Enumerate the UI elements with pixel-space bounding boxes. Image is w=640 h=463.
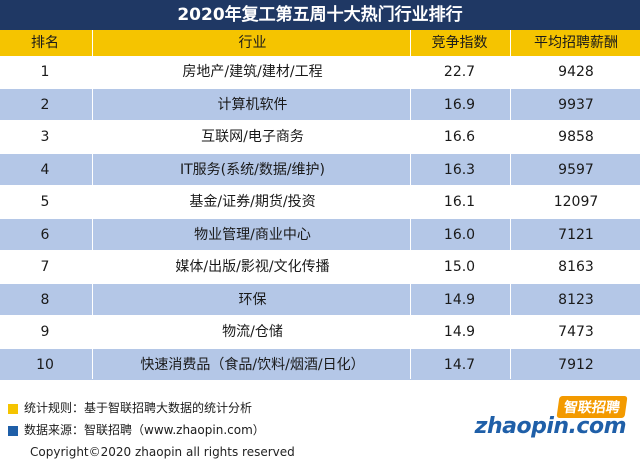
legend-data-source: 数据来源：智联招聘（www.zhaopin.com） <box>8 422 265 438</box>
column-divider <box>410 30 411 379</box>
cell-rank: 1 <box>40 64 50 80</box>
cell-rank: 9 <box>40 324 50 340</box>
table-row: 4 IT服务(系统/数据/维护) 16.3 9597 <box>0 153 640 186</box>
table-header: 排名 行业 竞争指数 平均招聘薪酬 <box>0 30 640 56</box>
cell-competition: 14.7 <box>443 356 476 373</box>
cell-competition: 15.0 <box>443 259 476 275</box>
cell-industry: 互联网/电子商务 <box>201 129 304 145</box>
zhaopin-logo: 智联招聘 zhaopin.com <box>474 396 628 446</box>
header-industry: 行业 <box>238 35 267 51</box>
table-row: 10 快速消费品（食品/饮料/烟酒/日化） 14.7 7912 <box>0 348 640 381</box>
cell-competition: 14.9 <box>443 324 476 340</box>
logo-en-text: zhaopin.com <box>474 414 627 439</box>
table-title: 2020年复工第五周十大热门行业排行 <box>0 0 640 30</box>
cell-industry: 基金/证券/期货/投资 <box>189 194 316 210</box>
table-row: 2 计算机软件 16.9 9937 <box>0 88 640 121</box>
cell-competition: 16.0 <box>443 226 476 243</box>
table-row: 1 房地产/建筑/建材/工程 22.7 9428 <box>0 56 640 89</box>
cell-industry: 物业管理/商业中心 <box>194 226 311 243</box>
table-row: 3 互联网/电子商务 16.6 9858 <box>0 121 640 154</box>
cell-industry: 环保 <box>238 291 267 308</box>
header-rank: 排名 <box>31 35 59 51</box>
cell-competition: 22.7 <box>443 64 476 80</box>
footer: 统计规则：基于智联招聘大数据的统计分析 数据来源：智联招聘（www.zhaopi… <box>0 390 640 463</box>
yellow-square-icon <box>8 403 18 414</box>
cell-competition: 14.9 <box>443 291 476 308</box>
cell-competition: 16.6 <box>443 129 476 145</box>
cell-rank: 6 <box>40 226 50 243</box>
copyright: Copyright©2020 zhaopin all rights reserv… <box>30 445 295 459</box>
cell-salary: 9937 <box>558 96 594 113</box>
cell-rank: 4 <box>40 161 50 178</box>
cell-industry: IT服务(系统/数据/维护) <box>179 161 326 178</box>
cell-rank: 8 <box>40 291 50 308</box>
cell-rank: 7 <box>40 259 50 275</box>
cell-salary: 8123 <box>558 291 594 308</box>
cell-rank: 2 <box>40 96 50 113</box>
cell-industry: 计算机软件 <box>217 96 288 113</box>
cell-salary: 9858 <box>558 129 594 145</box>
legend-stats-rule: 统计规则：基于智联招聘大数据的统计分析 <box>8 400 252 416</box>
column-divider <box>510 30 511 379</box>
cell-industry: 媒体/出版/影视/文化传播 <box>175 259 330 275</box>
header-competition: 竞争指数 <box>431 35 488 51</box>
data-source-text: 数据来源：智联招聘（www.zhaopin.com） <box>24 423 265 437</box>
cell-competition: 16.3 <box>443 161 476 178</box>
column-divider <box>92 30 93 379</box>
cell-industry: 物流/仓储 <box>222 324 283 340</box>
cell-salary: 9428 <box>558 64 594 80</box>
table-row: 7 媒体/出版/影视/文化传播 15.0 8163 <box>0 251 640 284</box>
cell-rank: 10 <box>36 356 54 373</box>
cell-industry: 房地产/建筑/建材/工程 <box>182 64 323 80</box>
cell-rank: 5 <box>40 194 50 210</box>
cell-salary: 7121 <box>558 226 594 243</box>
table-row: 8 环保 14.9 8123 <box>0 283 640 316</box>
blue-square-icon <box>8 425 18 436</box>
cell-industry: 快速消费品（食品/饮料/烟酒/日化） <box>140 356 365 373</box>
table-body: 1 房地产/建筑/建材/工程 22.7 9428 2 计算机软件 16.9 99… <box>0 56 640 381</box>
cell-rank: 3 <box>40 129 50 145</box>
table-row: 9 物流/仓储 14.9 7473 <box>0 316 640 349</box>
cell-salary: 9597 <box>558 161 594 178</box>
cell-salary: 12097 <box>553 194 599 210</box>
cell-salary: 8163 <box>558 259 594 275</box>
table-row: 6 物业管理/商业中心 16.0 7121 <box>0 218 640 251</box>
header-salary: 平均招聘薪酬 <box>534 35 618 51</box>
cell-salary: 7473 <box>558 324 594 340</box>
table-row: 5 基金/证券/期货/投资 16.1 12097 <box>0 186 640 219</box>
cell-salary: 7912 <box>558 356 594 373</box>
cell-competition: 16.9 <box>443 96 476 113</box>
stats-rule-text: 统计规则：基于智联招聘大数据的统计分析 <box>24 401 253 415</box>
cell-competition: 16.1 <box>443 194 476 210</box>
